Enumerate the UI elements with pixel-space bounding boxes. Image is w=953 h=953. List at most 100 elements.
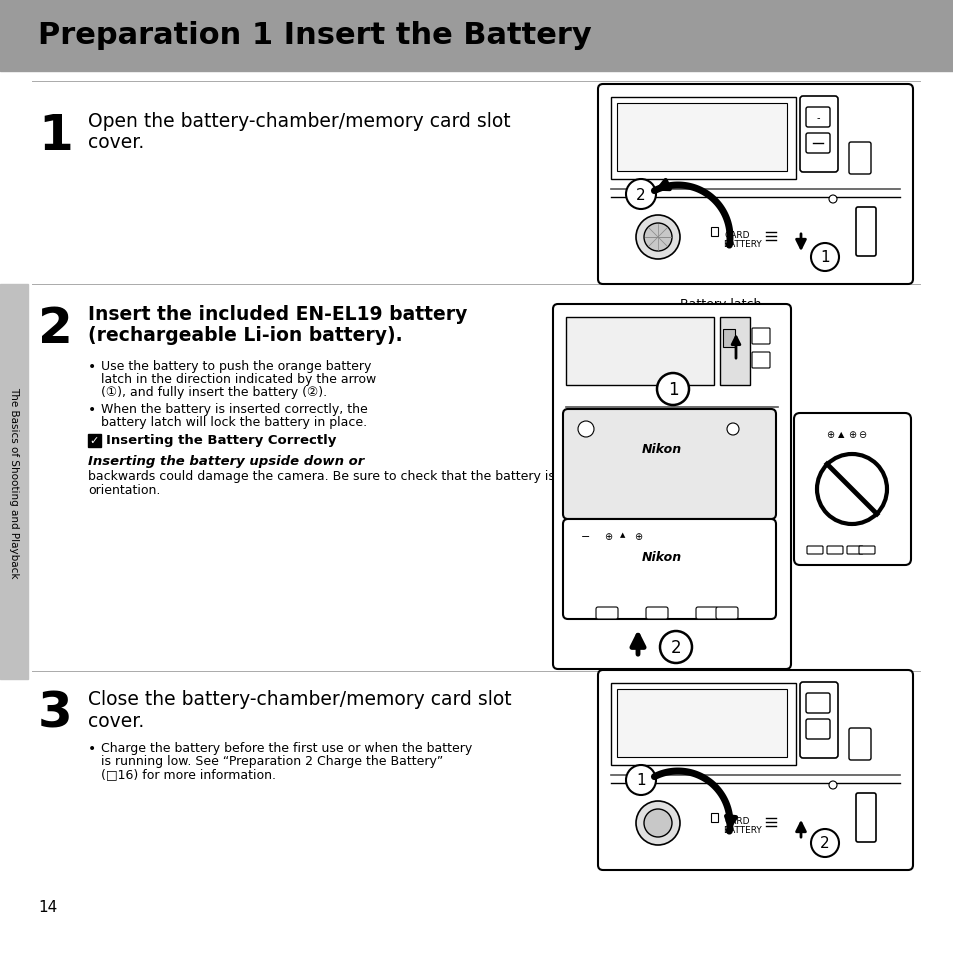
Text: Close the battery-chamber/memory card slot: Close the battery-chamber/memory card sl…	[88, 689, 511, 708]
FancyBboxPatch shape	[645, 607, 667, 619]
Text: 2: 2	[636, 188, 645, 202]
Text: 1: 1	[636, 773, 645, 788]
Text: Charge the battery before the first use or when the battery: Charge the battery before the first use …	[101, 741, 472, 754]
Text: •: •	[88, 741, 96, 755]
FancyBboxPatch shape	[800, 682, 837, 759]
Text: Nikon: Nikon	[641, 443, 681, 456]
FancyBboxPatch shape	[805, 133, 829, 153]
Text: CARD: CARD	[724, 816, 750, 825]
Text: Use the battery to push the orange battery: Use the battery to push the orange batte…	[101, 359, 371, 373]
Text: •: •	[88, 402, 96, 416]
Circle shape	[828, 781, 836, 789]
Circle shape	[643, 224, 671, 252]
FancyBboxPatch shape	[805, 693, 829, 713]
FancyBboxPatch shape	[858, 546, 874, 555]
Bar	[710, 813, 718, 822]
Circle shape	[659, 631, 691, 663]
Bar	[610, 683, 795, 765]
Circle shape	[625, 765, 656, 795]
Text: (□16) for more information.: (□16) for more information.	[101, 767, 275, 781]
FancyBboxPatch shape	[826, 546, 842, 555]
Text: ▲: ▲	[619, 532, 625, 537]
FancyBboxPatch shape	[598, 85, 912, 285]
Text: Inserting the Battery Correctly: Inserting the Battery Correctly	[106, 434, 336, 447]
Bar	[0, 0, 953, 71]
Circle shape	[578, 421, 594, 437]
Text: ⊕: ⊕	[825, 430, 833, 439]
FancyBboxPatch shape	[805, 108, 829, 128]
FancyBboxPatch shape	[751, 329, 769, 345]
Text: −: −	[580, 532, 590, 541]
Text: latch in the direction indicated by the arrow: latch in the direction indicated by the …	[101, 373, 375, 386]
FancyBboxPatch shape	[751, 353, 769, 369]
FancyBboxPatch shape	[793, 414, 910, 565]
FancyBboxPatch shape	[800, 97, 837, 172]
Text: When the battery is inserted correctly, the: When the battery is inserted correctly, …	[101, 402, 367, 416]
Circle shape	[636, 801, 679, 845]
Text: 2: 2	[670, 639, 680, 657]
Text: BATTERY: BATTERY	[722, 825, 760, 834]
Bar	[720, 317, 749, 386]
Text: The Basics of Shooting and Playback: The Basics of Shooting and Playback	[9, 387, 19, 578]
Text: 1: 1	[820, 251, 829, 265]
FancyBboxPatch shape	[855, 208, 875, 256]
Text: BATTERY: BATTERY	[722, 240, 760, 249]
Circle shape	[625, 180, 656, 210]
FancyBboxPatch shape	[696, 607, 718, 619]
FancyBboxPatch shape	[805, 720, 829, 740]
Text: Open the battery-chamber/memory card slot: Open the battery-chamber/memory card slo…	[88, 112, 510, 131]
Text: ✓: ✓	[90, 436, 99, 446]
Bar	[710, 228, 718, 236]
Circle shape	[828, 195, 836, 204]
FancyBboxPatch shape	[562, 410, 775, 519]
FancyBboxPatch shape	[848, 143, 870, 174]
Circle shape	[643, 809, 671, 837]
Bar	[0, 285, 28, 679]
Text: (①), and fully insert the battery (②).: (①), and fully insert the battery (②).	[101, 386, 327, 398]
Text: Battery latch: Battery latch	[679, 297, 760, 311]
Text: 1: 1	[667, 380, 678, 398]
Text: 2: 2	[820, 836, 829, 851]
FancyBboxPatch shape	[596, 607, 618, 619]
Text: 14: 14	[38, 899, 57, 914]
Bar	[565, 317, 713, 386]
FancyBboxPatch shape	[562, 519, 775, 619]
Text: ▲: ▲	[837, 430, 843, 438]
Bar	[617, 104, 786, 172]
Text: Nikon: Nikon	[641, 551, 681, 564]
Bar	[722, 330, 734, 348]
Text: orientation.: orientation.	[88, 483, 160, 497]
Text: 2: 2	[38, 305, 72, 353]
FancyBboxPatch shape	[846, 546, 862, 555]
Text: backwards could damage the camera. Be sure to check that the battery is in the c: backwards could damage the camera. Be su…	[88, 470, 642, 482]
FancyBboxPatch shape	[716, 607, 738, 619]
Bar	[88, 435, 101, 448]
FancyBboxPatch shape	[806, 546, 822, 555]
Text: ⊕: ⊕	[847, 430, 855, 439]
Bar	[617, 689, 786, 758]
FancyBboxPatch shape	[598, 670, 912, 870]
Text: 3: 3	[38, 689, 72, 738]
Text: battery latch will lock the battery in place.: battery latch will lock the battery in p…	[101, 416, 367, 429]
FancyBboxPatch shape	[553, 305, 790, 669]
FancyBboxPatch shape	[848, 728, 870, 760]
Circle shape	[810, 829, 838, 857]
Text: Preparation 1 Insert the Battery: Preparation 1 Insert the Battery	[38, 22, 591, 51]
Text: Insert the included EN-EL19 battery: Insert the included EN-EL19 battery	[88, 305, 467, 324]
Circle shape	[657, 374, 688, 406]
Text: ⊕: ⊕	[603, 532, 612, 541]
Text: CARD: CARD	[724, 231, 750, 240]
Text: -: -	[816, 112, 819, 123]
Text: cover.: cover.	[88, 711, 144, 730]
Circle shape	[816, 455, 886, 524]
Text: ⊖: ⊖	[857, 430, 865, 439]
FancyBboxPatch shape	[855, 793, 875, 842]
Circle shape	[726, 423, 739, 436]
Text: 1: 1	[38, 112, 72, 160]
Text: Inserting the battery upside down or: Inserting the battery upside down or	[88, 455, 364, 468]
Text: ⊕: ⊕	[634, 532, 641, 541]
Bar	[610, 98, 795, 180]
Circle shape	[810, 244, 838, 272]
Text: •: •	[88, 359, 96, 374]
Text: (rechargeable Li-ion battery).: (rechargeable Li-ion battery).	[88, 326, 402, 345]
